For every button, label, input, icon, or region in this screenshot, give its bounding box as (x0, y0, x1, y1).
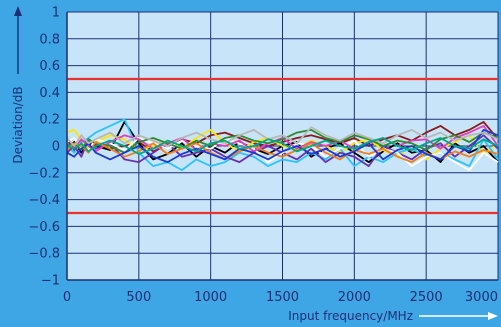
y-tick-label: −1 (41, 274, 60, 289)
grid (66, 11, 499, 281)
series-line (66, 128, 499, 164)
y-tick-label: −0.2 (28, 166, 60, 181)
y-tick-label: 0.4 (39, 86, 60, 101)
series-line (66, 137, 499, 172)
y-axis-label: Deviation/dB (11, 86, 25, 163)
x-tick-labels: 0 500 1000 1500 2000 2500 3000 (63, 290, 498, 305)
x-tick-label: 1500 (266, 290, 299, 305)
x-axis-arrow (419, 312, 498, 320)
series-group (66, 118, 499, 172)
x-axis-label: Input frequency/MHz (288, 309, 413, 323)
limit-lines (67, 77, 498, 215)
y-axis-label-group: Deviation/dB (11, 86, 25, 163)
series-line (66, 118, 499, 172)
y-tick-label: −0.8 (28, 247, 60, 262)
x-tick-label: 0 (63, 290, 71, 305)
x-tick-label: 3000 (465, 290, 498, 305)
y-tick-label: −0.6 (28, 220, 60, 235)
x-tick-label: 1000 (194, 290, 227, 305)
y-tick-label: 1 (52, 6, 60, 21)
series-line (66, 141, 499, 164)
x-tick-label: 500 (126, 290, 151, 305)
series-line (66, 137, 499, 155)
x-tick-label: 2500 (410, 290, 443, 305)
y-tick-labels: 1 0.8 0.6 0.4 0.2 0 −0.2 −0.4 −0.6 −0.8 −1 (28, 6, 60, 289)
y-tick-label: −0.4 (28, 193, 60, 208)
y-tick-label: 0.8 (39, 32, 60, 47)
x-tick-label: 2000 (338, 290, 371, 305)
y-tick-label: 0.6 (39, 59, 60, 74)
y-tick-label: 0.2 (39, 113, 60, 128)
series-line (66, 128, 499, 154)
y-axis-arrow (14, 6, 22, 74)
y-tick-label: 0 (52, 140, 60, 155)
